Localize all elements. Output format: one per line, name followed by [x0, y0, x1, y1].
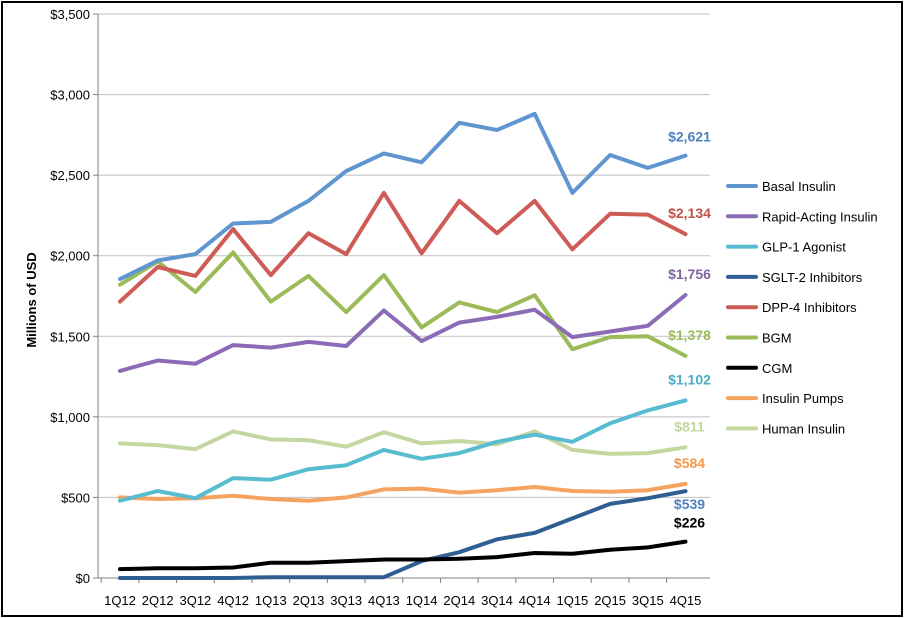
- x-tick-label: 4Q13: [368, 593, 400, 608]
- y-axis: $0 $500 $1,000 $1,500 $2,000 $2,500 $3,000 $3,5…: [50, 7, 99, 586]
- legend: Basal Insulin Rapid-Acting Insulin GLP-1 A…: [726, 179, 878, 436]
- x-tick-label: 2Q15: [594, 593, 626, 608]
- end-value-label: $1,756: [668, 266, 711, 282]
- legend-label: DPP-4 Inhibitors: [762, 300, 857, 315]
- series-line-cgm: [118, 539, 688, 572]
- x-tick-label: 2Q13: [293, 593, 325, 608]
- y-axis-label: Millions of USD: [24, 252, 39, 347]
- x-tick-label: 1Q12: [104, 593, 136, 608]
- legend-label: CGM: [762, 361, 792, 376]
- legend-label: SGLT-2 Inhibitors: [762, 270, 863, 285]
- series-line-insulin-pumps: [118, 481, 688, 503]
- end-value-label: $1,378: [668, 327, 711, 343]
- series-line-basal-insulin: [118, 111, 688, 282]
- x-tick-label: 2Q12: [142, 593, 174, 608]
- y-tick-label: $2,000: [50, 249, 90, 264]
- y-tick-label: $2,500: [50, 168, 90, 183]
- series-line-human-insulin: [118, 429, 688, 456]
- x-tick-label: 3Q15: [632, 593, 664, 608]
- end-labels: $2,621 $1,756 $1,102 $539 $2,134 $1,378 $226 $5…: [668, 129, 711, 531]
- series-line-rapid-acting-insulin: [118, 293, 688, 373]
- x-tick-label: 2Q14: [443, 593, 475, 608]
- y-tick-label: $0: [76, 571, 90, 586]
- x-tick-label: 3Q13: [330, 593, 362, 608]
- y-tick-label: $500: [61, 490, 90, 505]
- end-value-label: $811: [674, 418, 705, 434]
- series-lines: [118, 111, 688, 580]
- x-axis: 1Q12 2Q12 3Q12 4Q12 1Q13 2Q13 3Q13 4Q13 1Q14 2Q14…: [98, 577, 710, 608]
- x-tick-label: 4Q15: [670, 593, 702, 608]
- legend-label: Rapid-Acting Insulin: [762, 209, 878, 224]
- end-value-label: $1,102: [668, 371, 711, 387]
- x-tick-label: 3Q12: [179, 593, 211, 608]
- series-line-glp-1-agonist: [118, 398, 688, 503]
- end-value-label: $539: [674, 496, 705, 512]
- y-tick-label: $3,500: [50, 7, 90, 22]
- legend-label: BGM: [762, 331, 792, 346]
- legend-label: Human Insulin: [762, 421, 845, 436]
- x-tick-label: 1Q14: [406, 593, 438, 608]
- series-line-dpp-4-inhibitors: [118, 190, 688, 304]
- x-tick-label: 1Q13: [255, 593, 287, 608]
- end-value-label: $226: [674, 515, 705, 531]
- series-line-sglt-2-inhibitors: [118, 489, 688, 580]
- x-tick-label: 4Q14: [519, 593, 551, 608]
- end-value-label: $2,134: [668, 205, 711, 221]
- end-value-label: $2,621: [668, 129, 711, 145]
- y-tick-label: $1,500: [50, 329, 90, 344]
- legend-label: Insulin Pumps: [762, 391, 844, 406]
- x-tick-label: 1Q15: [556, 593, 588, 608]
- y-tick-label: $3,000: [50, 88, 90, 103]
- x-tick-label: 4Q12: [217, 593, 249, 608]
- legend-label: Basal Insulin: [762, 179, 836, 194]
- legend-label: GLP-1 Agonist: [762, 240, 846, 255]
- series-line-bgm: [118, 250, 688, 358]
- x-tick-label: 3Q14: [481, 593, 513, 608]
- y-tick-label: $1,000: [50, 410, 90, 425]
- end-value-label: $584: [674, 455, 705, 471]
